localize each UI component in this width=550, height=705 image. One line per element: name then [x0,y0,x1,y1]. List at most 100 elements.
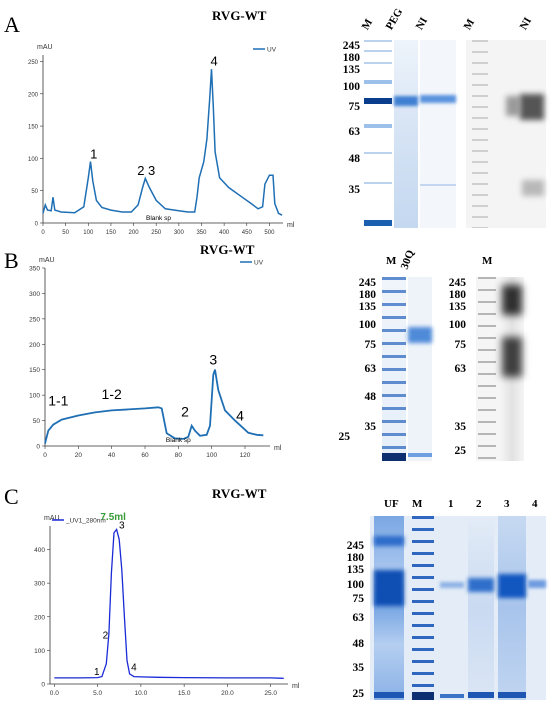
x-tick-label: 400 [219,230,230,235]
mw-label: 48 [348,153,361,165]
mw-label: 180 [346,552,364,564]
mw-label: 63 [364,363,377,375]
y-axis-label: mAU [37,44,53,51]
gel-lane-3 [498,516,526,700]
mw-label: 25 [352,688,365,700]
y-tick-label: 100 [29,393,40,400]
gel-b1: M 30Q 245 180 135 100 75 63 48 35 25 [339,249,440,465]
y-tick-label: 400 [34,547,45,554]
x-tick-label: 120 [240,452,251,459]
gel-lane-30q [408,277,432,461]
annotation: 1 [94,667,100,678]
x-axis-label: ml [287,222,295,229]
gel-lane-1 [440,516,464,700]
lane-label-2: 2 [476,498,482,510]
annotation: 2 [103,631,109,642]
x-tick-label: 10.0 [135,690,148,697]
mw-label: 245 [346,540,364,552]
annotation: 3 [119,521,125,532]
lane-label-peg: PEG [383,6,406,32]
legend-label: _UV1_280nm [65,518,106,525]
panel-c-letter: C [4,484,19,509]
y-tick-label: 250 [29,316,40,323]
mw-label: 180 [358,289,376,301]
x-tick-label: 0 [41,230,45,235]
x-tick-label: 450 [242,230,253,235]
y-tick-label: 150 [29,367,40,374]
x-tick-label: 60 [141,452,149,459]
y-tick-label: 200 [28,92,39,98]
mw-label: 25 [338,431,351,443]
mw-label: 180 [448,289,466,301]
chart-b: 0 50 100 150 200 250 300 350 0 20 40 60 80 100 120 mAU m… [29,257,282,459]
y-tick-label: 150 [28,125,39,131]
gel-lane-marker [412,516,434,700]
lane-label-1: 1 [448,498,454,510]
x-tick-label: 15.0 [178,690,191,697]
gel-lane-4 [528,516,546,700]
lane-label-ni: NI [517,15,535,32]
y-tick-label: 100 [34,648,45,655]
mw-label: 245 [358,277,376,289]
panel-a-letter: A [4,12,20,37]
y-tick-label: 250 [28,60,39,66]
mw-label: 75 [352,593,365,605]
gel-lane-uf [374,516,404,700]
x-tick-label: 500 [264,230,275,235]
x-tick-label: 20 [75,452,83,459]
lane-label-m: M [461,17,478,32]
chart-a: 0 50 100 150 200 250 0 50 100 150 200 250 300 350 400 4… [28,44,295,235]
x-axis-label: ml [292,683,300,690]
mw-label: 135 [358,301,376,313]
lane-label-3: 3 [504,498,510,510]
mw-label: 75 [454,339,467,351]
western-lanes [466,40,546,228]
mw-label: 100 [358,319,376,331]
y-tick-label: 200 [29,342,40,349]
series-line [54,527,284,679]
y-tick-label: 350 [29,266,40,273]
x-tick-label: 25.0 [264,690,277,697]
x-tick-label: 40 [108,452,116,459]
x-tick-label: 200 [129,230,140,235]
annotation: 2 [181,404,189,420]
x-tick-label: 50 [62,230,69,235]
annotation: Blank sp [166,437,191,444]
annotation: Blank sp [146,215,171,222]
mw-label: 25 [454,445,467,457]
y-tick-label: 0 [35,222,39,228]
gel-c: UF M 1 2 3 4 245 180 135 100 75 63 48 35… [340,490,550,702]
lane-label-m: M [412,498,423,510]
gel-lane-marker [364,40,392,228]
x-tick-label: 20.0 [221,690,234,697]
mw-label: 35 [348,184,361,196]
mw-label: 245 [342,40,360,52]
annotation: 1-1 [48,392,68,408]
panel-b-title: RVG-WT [200,242,255,257]
mw-label: 135 [448,301,466,313]
lane-label-4: 4 [532,498,538,510]
y-tick-label: 50 [33,418,41,425]
y-tick-label: 300 [29,291,40,298]
x-tick-label: 100 [83,230,94,235]
x-tick-label: 0.0 [50,690,59,697]
mw-label: 75 [348,101,361,113]
annotation: 4 [131,663,137,674]
mw-label: 63 [454,363,467,375]
mw-label: 35 [454,421,467,433]
y-axis-label: mAU [39,257,55,264]
gel-lane-marker [382,277,406,461]
x-tick-label: 5.0 [93,690,102,697]
annotation: 7.5ml [100,512,126,523]
lane-label-m: M [482,255,493,267]
annotation: 1 [90,146,97,161]
x-axis-label: ml [274,445,282,452]
mw-label: 35 [352,662,365,674]
mw-label: 63 [352,612,365,624]
legend-label: UV [267,47,277,54]
gel-lane-peg [394,40,418,228]
mw-label: 100 [346,579,364,591]
y-tick-label: 300 [34,581,45,588]
series-line [44,369,264,444]
gel-a1: M PEG NI 245 180 135 100 75 63 48 35 [340,6,460,232]
